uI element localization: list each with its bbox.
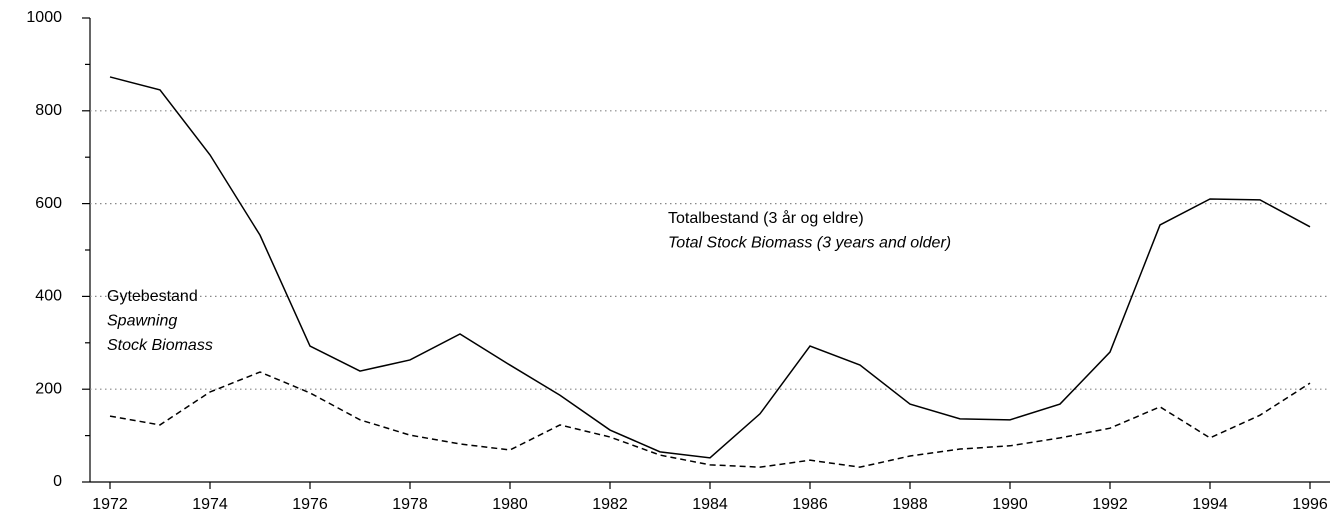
- y-tick-label: 600: [35, 195, 62, 212]
- x-tick-label: 1996: [1292, 496, 1328, 513]
- x-tick-label: 1984: [692, 496, 728, 513]
- x-tick-label: 1974: [192, 496, 228, 513]
- x-tick-label: 1986: [792, 496, 828, 513]
- series-line: [109, 76, 1311, 459]
- annotation: Gytebestand: [107, 288, 198, 305]
- annotation: Totalbestand (3 år og eldre): [668, 209, 864, 227]
- y-tick-label: 200: [35, 380, 62, 397]
- y-tick-label: 400: [35, 288, 62, 305]
- annotation: Spawning: [107, 313, 177, 330]
- annotation: Stock Biomass: [107, 337, 213, 354]
- y-tick-label: 800: [35, 102, 62, 119]
- x-tick-label: 1972: [92, 496, 128, 513]
- x-tick-label: 1982: [592, 496, 628, 513]
- x-tick-label: 1990: [992, 496, 1028, 513]
- y-tick-label: 0: [53, 473, 62, 490]
- x-tick-label: 1976: [292, 496, 328, 513]
- x-tick-label: 1980: [492, 496, 528, 513]
- x-tick-label: 1994: [1192, 496, 1228, 513]
- y-tick-label: 1000: [26, 9, 62, 26]
- annotation: Total Stock Biomass (3 years and older): [668, 235, 951, 252]
- x-tick-label: 1988: [892, 496, 928, 513]
- x-tick-label: 1978: [392, 496, 428, 513]
- series-line: [109, 371, 1311, 468]
- x-tick-label: 1992: [1092, 496, 1128, 513]
